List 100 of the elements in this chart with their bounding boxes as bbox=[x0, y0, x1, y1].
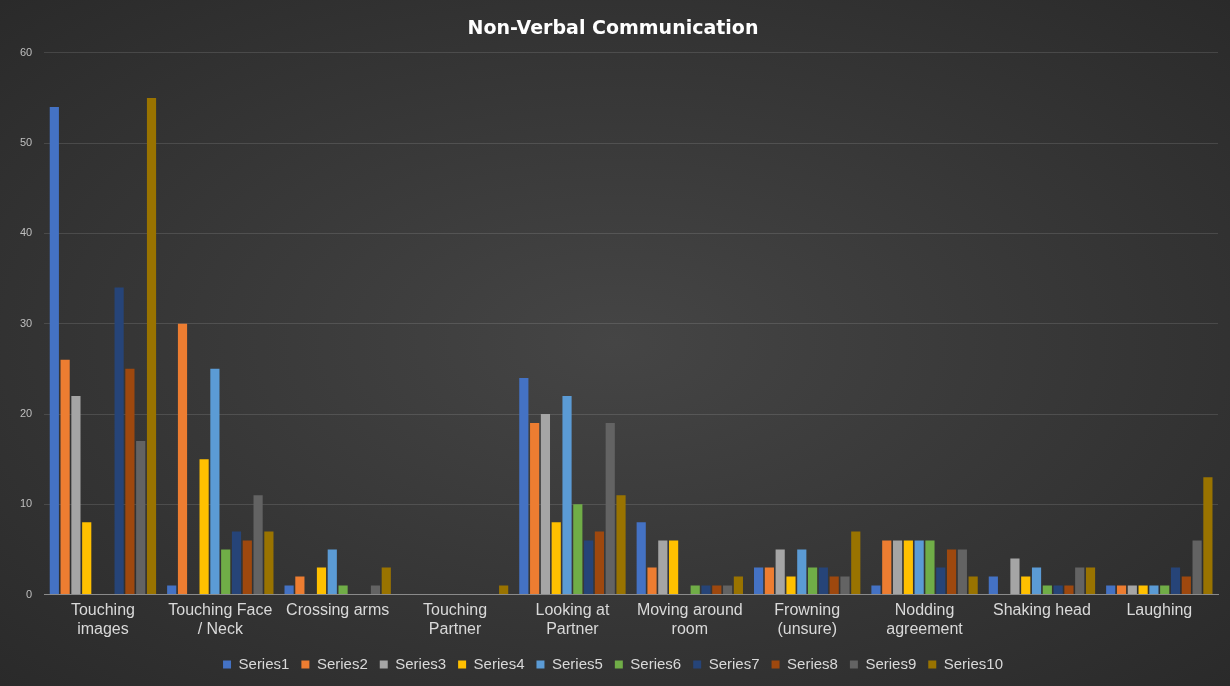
bar bbox=[540, 414, 551, 595]
bar bbox=[797, 549, 807, 595]
bar bbox=[925, 540, 935, 595]
bar bbox=[775, 549, 785, 595]
bar bbox=[1085, 567, 1096, 595]
bar bbox=[605, 423, 615, 595]
bar bbox=[1042, 585, 1052, 595]
bar bbox=[1149, 585, 1159, 595]
bar bbox=[733, 576, 743, 595]
bar bbox=[551, 522, 561, 595]
x-tick-label: Shaking head bbox=[993, 600, 1091, 618]
legend-label: Series7 bbox=[708, 654, 760, 672]
legend-label: Series2 bbox=[316, 654, 368, 672]
bar bbox=[210, 368, 220, 595]
bar bbox=[242, 540, 252, 595]
bar bbox=[658, 540, 668, 595]
bar bbox=[594, 531, 605, 595]
bar bbox=[177, 323, 188, 595]
bar bbox=[60, 359, 70, 595]
bar bbox=[936, 567, 946, 595]
bar bbox=[946, 549, 957, 595]
y-tick-label: 60 bbox=[19, 45, 33, 58]
bar bbox=[712, 585, 722, 595]
bar bbox=[723, 585, 733, 595]
y-tick-label: 40 bbox=[19, 226, 33, 239]
bar bbox=[871, 585, 881, 595]
bar bbox=[1064, 585, 1074, 595]
legend-label: Series10 bbox=[943, 654, 1003, 672]
bar bbox=[338, 585, 348, 595]
y-tick-label: 20 bbox=[19, 407, 33, 420]
bar bbox=[573, 504, 583, 595]
legend-label: Series9 bbox=[865, 654, 917, 672]
bar bbox=[829, 576, 839, 595]
legend-label: Series1 bbox=[238, 654, 290, 672]
bar bbox=[1192, 540, 1202, 595]
bar bbox=[1075, 567, 1085, 595]
bar bbox=[669, 540, 679, 595]
bar bbox=[1181, 576, 1191, 595]
bar bbox=[114, 287, 124, 595]
bar bbox=[1138, 585, 1148, 595]
bar bbox=[1021, 576, 1031, 595]
bar bbox=[968, 576, 978, 595]
legend-label: Series4 bbox=[473, 654, 525, 672]
legend-label: Series5 bbox=[551, 654, 603, 672]
bar bbox=[231, 531, 242, 595]
legend-label: Series6 bbox=[630, 654, 682, 672]
bar bbox=[636, 522, 646, 595]
bar bbox=[616, 495, 626, 595]
bar bbox=[1010, 558, 1020, 595]
bar bbox=[530, 423, 540, 595]
bar bbox=[882, 540, 892, 595]
bar bbox=[1031, 567, 1042, 595]
x-tick-label: Nodding agreement bbox=[886, 600, 964, 637]
bar bbox=[199, 459, 209, 595]
bar bbox=[295, 576, 305, 595]
bar bbox=[71, 395, 81, 595]
bar bbox=[316, 567, 327, 595]
bar bbox=[647, 567, 657, 595]
bar bbox=[764, 567, 774, 595]
legend-label: Series8 bbox=[787, 654, 838, 672]
x-tick-label: Moving around room bbox=[636, 600, 743, 637]
bar bbox=[221, 549, 231, 595]
bar bbox=[957, 549, 967, 595]
y-tick-label: 10 bbox=[19, 497, 33, 510]
bar bbox=[1127, 585, 1137, 595]
bar bbox=[1106, 585, 1116, 595]
bar bbox=[562, 395, 572, 595]
bar bbox=[381, 567, 391, 595]
bar bbox=[754, 567, 764, 595]
x-tick-label: Looking at Partner bbox=[535, 600, 610, 637]
x-tick-label: Touching images bbox=[70, 600, 135, 637]
bar bbox=[1116, 585, 1127, 595]
bar bbox=[167, 585, 177, 595]
chart-title: Non-Verbal Communication bbox=[467, 16, 759, 39]
bar bbox=[519, 377, 529, 595]
bar bbox=[1203, 477, 1213, 595]
bar bbox=[690, 585, 700, 595]
bar bbox=[1053, 585, 1063, 595]
bar bbox=[370, 585, 381, 595]
bar bbox=[499, 585, 509, 595]
bar bbox=[146, 97, 157, 595]
x-tick-label: Frowning (unsure) bbox=[774, 600, 841, 637]
bar bbox=[840, 576, 850, 595]
bar bbox=[264, 531, 274, 595]
bar bbox=[818, 567, 828, 595]
bar bbox=[284, 585, 294, 595]
bar bbox=[851, 531, 861, 595]
bar bbox=[807, 567, 818, 595]
x-tick-label: Laughing bbox=[1126, 600, 1193, 618]
bar bbox=[1160, 585, 1170, 595]
x-tick-label: Touching Partner bbox=[423, 600, 488, 637]
bar bbox=[327, 549, 337, 595]
bar bbox=[903, 540, 913, 595]
bar bbox=[892, 540, 903, 595]
bar bbox=[136, 441, 146, 595]
y-tick-label: 0 bbox=[26, 587, 33, 600]
bar bbox=[701, 585, 711, 595]
x-tick-label: Touching Face / Neck bbox=[168, 600, 273, 637]
bar bbox=[82, 522, 92, 595]
bar bbox=[1170, 567, 1181, 595]
